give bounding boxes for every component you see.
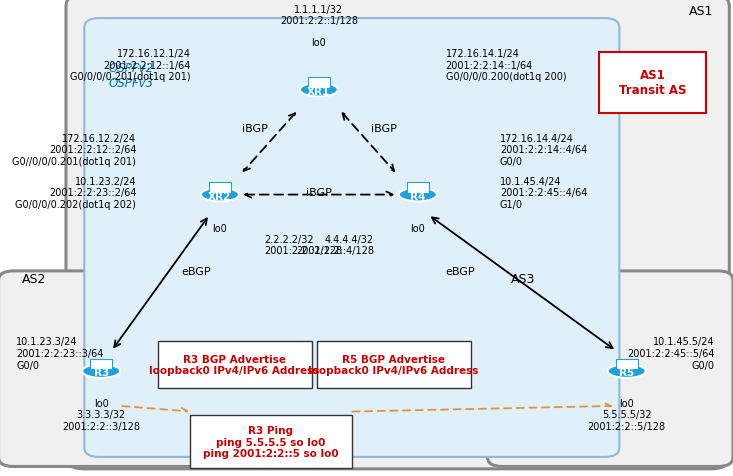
Text: R4: R4 [410,191,425,201]
Text: R5: R5 [619,367,634,377]
Text: lo0: lo0 [94,398,108,408]
Text: AS1: AS1 [689,5,714,19]
Text: 10.1.23.3/24
2001:2:2:23::3/64
G0/0: 10.1.23.3/24 2001:2:2:23::3/64 G0/0 [16,337,103,370]
Text: R5 BGP Advertise
loopback0 IPv4/IPv6 Address: R5 BGP Advertise loopback0 IPv4/IPv6 Add… [309,354,479,376]
Ellipse shape [201,188,239,202]
Text: R3: R3 [94,367,108,377]
Text: XR2: XR2 [208,191,232,201]
FancyBboxPatch shape [190,415,352,468]
Text: 1.1.1.1/32
2001:2:2::1/128: 1.1.1.1/32 2001:2:2::1/128 [280,5,358,26]
FancyBboxPatch shape [66,0,729,469]
FancyBboxPatch shape [90,359,112,370]
FancyBboxPatch shape [158,341,312,388]
Text: 172.16.14.1/24
2001:2:2:14::1/64
G0/0/0/0.200(dot1q 200): 172.16.14.1/24 2001:2:2:14::1/64 G0/0/0/… [446,49,567,82]
Text: eBGP: eBGP [182,267,211,276]
Text: 3.3.3.3/32
2001:2:2::3/128: 3.3.3.3/32 2001:2:2::3/128 [62,409,140,431]
Text: R3 BGP Advertise
loopback0 IPv4/IPv6 Address: R3 BGP Advertise loopback0 IPv4/IPv6 Add… [150,354,320,376]
Text: iBGP: iBGP [371,124,397,133]
FancyBboxPatch shape [487,271,733,466]
Text: 172.16.12.2/24
2001:2:2:12::2/64
G0//0/0/0.201(dot1q 201): 172.16.12.2/24 2001:2:2:12::2/64 G0//0/0… [12,133,136,167]
Text: lo0: lo0 [619,398,634,408]
Ellipse shape [399,188,437,202]
Text: 10.1.45.4/24
2001:2:2:45::4/64
G1/0: 10.1.45.4/24 2001:2:2:45::4/64 G1/0 [500,176,587,209]
Text: XR1: XR1 [307,87,331,97]
Text: 10.1.23.2/24
2001:2:2:23::2/64
G0/0/0/0.202(dot1q 202): 10.1.23.2/24 2001:2:2:23::2/64 G0/0/0/0.… [15,176,136,209]
Text: 5.5.5.5/32
2001:2:2::5/128: 5.5.5.5/32 2001:2:2::5/128 [588,409,666,431]
Text: lo0: lo0 [312,38,326,48]
Text: iBGP: iBGP [242,124,268,133]
Text: OSPFv2
OSPFv3: OSPFv2 OSPFv3 [108,62,154,90]
Text: iBGP: iBGP [306,188,332,198]
Text: 2.2.2.2/32
2001:2:2::2/128: 2.2.2.2/32 2001:2:2::2/128 [264,234,342,256]
Text: AS3: AS3 [511,272,535,285]
Text: R3 Ping
ping 5.5.5.5 so lo0
ping 2001:2:2::5 so lo0: R3 Ping ping 5.5.5.5 so lo0 ping 2001:2:… [202,425,339,458]
Text: 172.16.14.4/24
2001:2:2:14::4/64
G0/0: 172.16.14.4/24 2001:2:2:14::4/64 G0/0 [500,133,587,167]
Text: 10.1.45.5/24
2001:2:2:45::5/64
G0/0: 10.1.45.5/24 2001:2:2:45::5/64 G0/0 [627,337,715,370]
FancyBboxPatch shape [209,183,231,194]
FancyBboxPatch shape [407,183,429,194]
Ellipse shape [608,365,646,378]
FancyBboxPatch shape [616,359,638,370]
FancyBboxPatch shape [599,53,706,113]
Text: 172.16.12.1/24
2001:2:2:12::1/64
G0/0/0/0.201(dot1q 201): 172.16.12.1/24 2001:2:2:12::1/64 G0/0/0/… [70,49,191,82]
Text: lo0: lo0 [213,224,227,234]
Text: AS1
Transit AS: AS1 Transit AS [619,69,686,97]
FancyBboxPatch shape [0,271,244,466]
Ellipse shape [82,365,120,378]
Text: AS2: AS2 [22,272,46,285]
Text: lo0: lo0 [410,224,425,234]
Text: eBGP: eBGP [446,267,475,276]
FancyBboxPatch shape [317,341,471,388]
FancyBboxPatch shape [308,78,330,89]
Text: 4.4.4.4/32
2001:2:2::4/128: 4.4.4.4/32 2001:2:2::4/128 [296,234,374,256]
FancyBboxPatch shape [84,19,619,457]
Ellipse shape [300,84,338,97]
